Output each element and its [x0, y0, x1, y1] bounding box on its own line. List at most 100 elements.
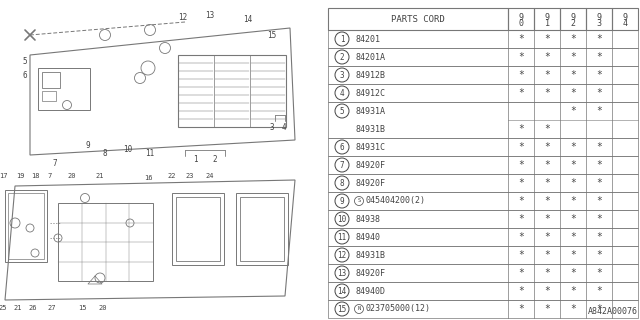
Text: *: * [544, 196, 550, 206]
Text: 4: 4 [623, 20, 627, 28]
Text: *: * [518, 142, 524, 152]
Text: *: * [544, 286, 550, 296]
Text: *: * [544, 124, 550, 134]
Text: 1: 1 [340, 35, 344, 44]
Text: 84201: 84201 [356, 35, 381, 44]
Bar [328, 30, 638, 48]
Text: 9: 9 [545, 12, 550, 21]
Bar [42, 91, 56, 101]
Text: 84938: 84938 [356, 214, 381, 223]
Bar [178, 55, 286, 127]
Bar [328, 192, 638, 210]
Text: 3: 3 [596, 20, 602, 28]
Text: *: * [544, 232, 550, 242]
Text: *: * [596, 268, 602, 278]
Text: *: * [596, 214, 602, 224]
Text: *: * [518, 34, 524, 44]
Text: *: * [570, 232, 576, 242]
Text: *: * [518, 250, 524, 260]
Text: 19: 19 [16, 173, 24, 179]
Text: 2: 2 [570, 20, 575, 28]
Text: *: * [596, 88, 602, 98]
Text: *: * [544, 250, 550, 260]
Text: *: * [596, 304, 602, 314]
Text: 84920F: 84920F [356, 268, 386, 277]
Text: 9: 9 [86, 140, 90, 149]
Text: 9: 9 [518, 12, 524, 21]
Text: *: * [518, 304, 524, 314]
Text: *: * [518, 268, 524, 278]
Bar [534, 8, 560, 30]
Text: 10: 10 [124, 146, 132, 155]
Bar [328, 264, 638, 282]
Text: 4: 4 [282, 124, 286, 132]
Text: N: N [357, 307, 360, 311]
Text: 24: 24 [205, 173, 214, 179]
Text: 22: 22 [168, 173, 176, 179]
Text: 045404200(2): 045404200(2) [366, 196, 426, 205]
Bar [328, 48, 638, 66]
Bar [38, 68, 90, 110]
Text: 21: 21 [13, 305, 22, 311]
Text: *: * [544, 34, 550, 44]
Text: *: * [570, 214, 576, 224]
Text: 3: 3 [269, 124, 275, 132]
Text: *: * [518, 160, 524, 170]
Text: 84201A: 84201A [356, 52, 386, 61]
Text: *: * [544, 304, 550, 314]
Text: *: * [570, 250, 576, 260]
Bar [328, 138, 638, 156]
Text: *: * [544, 88, 550, 98]
Text: *: * [570, 268, 576, 278]
Text: 17: 17 [0, 173, 7, 179]
Text: 13: 13 [205, 11, 214, 20]
Bar [328, 84, 638, 102]
Text: 20: 20 [68, 173, 76, 179]
Text: *: * [518, 286, 524, 296]
Bar [328, 282, 638, 300]
Text: *: * [596, 232, 602, 242]
Text: *: * [596, 178, 602, 188]
Text: 3: 3 [340, 70, 344, 79]
Bar [5, 190, 47, 262]
Text: 4: 4 [340, 89, 344, 98]
Polygon shape [5, 180, 295, 300]
Text: A842A00076: A842A00076 [588, 307, 638, 316]
Text: 0: 0 [518, 20, 524, 28]
Text: 9: 9 [623, 12, 627, 21]
Text: *: * [596, 196, 602, 206]
Text: 20: 20 [99, 305, 108, 311]
Bar [236, 193, 288, 265]
Text: *: * [596, 52, 602, 62]
Text: 9: 9 [340, 196, 344, 205]
Bar [328, 174, 638, 192]
Text: 84931B: 84931B [356, 251, 386, 260]
Text: 5: 5 [22, 58, 28, 67]
Text: 10: 10 [337, 214, 347, 223]
Text: 9: 9 [570, 12, 575, 21]
Text: 84912C: 84912C [356, 89, 386, 98]
Text: *: * [518, 178, 524, 188]
Text: 16: 16 [144, 175, 152, 181]
Text: 26: 26 [29, 305, 37, 311]
Text: 84931C: 84931C [356, 142, 386, 151]
Text: 18: 18 [31, 173, 39, 179]
Text: *: * [570, 196, 576, 206]
Text: 11: 11 [145, 148, 155, 157]
Bar [328, 8, 508, 30]
Text: 8: 8 [102, 148, 108, 157]
Text: 15: 15 [268, 30, 276, 39]
Bar [612, 8, 638, 30]
Text: *: * [518, 214, 524, 224]
Text: *: * [544, 142, 550, 152]
Text: 9: 9 [596, 12, 602, 21]
Text: 15: 15 [337, 305, 347, 314]
Text: *: * [596, 106, 602, 116]
Text: *: * [570, 142, 576, 152]
Text: *: * [596, 70, 602, 80]
Text: *: * [518, 196, 524, 206]
Bar [560, 8, 586, 30]
Bar [42, 72, 60, 88]
Text: *: * [570, 106, 576, 116]
Text: *: * [544, 214, 550, 224]
